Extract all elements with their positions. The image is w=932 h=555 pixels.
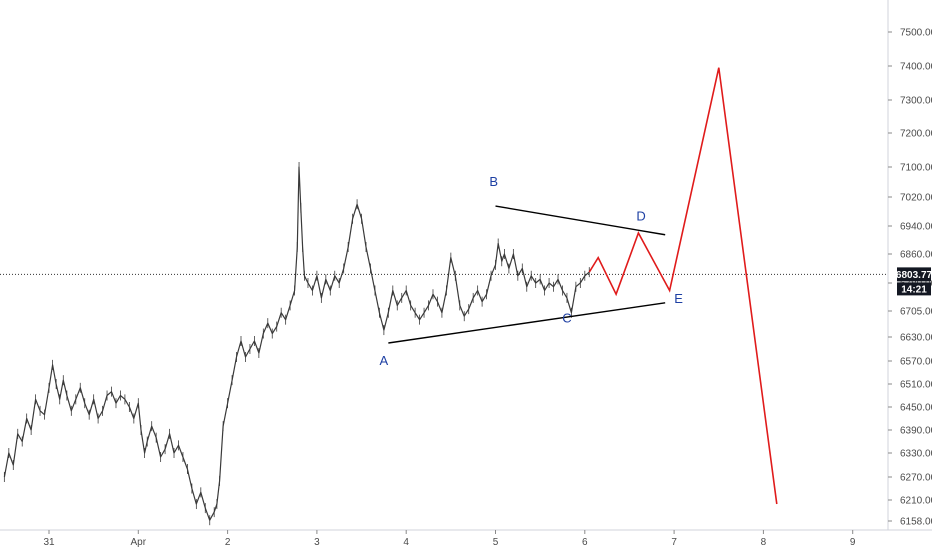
y-tick-label: 7200.00 — [900, 129, 932, 140]
y-tick-label: 6390.00 — [900, 426, 932, 437]
y-tick-label: 6570.00 — [900, 357, 932, 368]
x-tick-label: 3 — [314, 537, 320, 548]
y-tick-label: 6158.00 — [900, 517, 932, 528]
y-tick-label: 6270.00 — [900, 473, 932, 484]
y-tick-label: 7300.00 — [900, 96, 932, 107]
y-tick-label: 6630.00 — [900, 333, 932, 344]
y-tick-label: 7400.00 — [900, 62, 932, 73]
x-tick-label: 2 — [225, 537, 231, 548]
current-price-label: 6803.77 — [896, 270, 932, 281]
projection-path — [588, 67, 778, 505]
x-tick-label: 31 — [43, 537, 55, 548]
y-tick-label: 6450.00 — [900, 403, 932, 414]
x-tick-label: 7 — [671, 537, 677, 548]
y-tick-label: 6705.00 — [900, 307, 932, 318]
countdown-label: 14:21 — [901, 284, 927, 295]
countdown-tag — [897, 282, 931, 296]
price-series — [3, 166, 590, 521]
x-tick-label: 9 — [850, 537, 856, 548]
x-tick-label: 8 — [761, 537, 767, 548]
wave-label-e: E — [674, 291, 683, 306]
wave-label-b: B — [489, 174, 498, 189]
wave-label-a: A — [380, 353, 389, 368]
x-tick-label: Apr — [131, 537, 147, 548]
y-tick-label: 7020.00 — [900, 193, 932, 204]
x-tick-label: 4 — [403, 537, 409, 548]
y-tick-label: 7500.00 — [900, 28, 932, 39]
upper-trendline — [495, 205, 666, 236]
x-tick-label: 5 — [493, 537, 499, 548]
y-tick-label: 7100.00 — [900, 163, 932, 174]
current-price-tag — [897, 267, 931, 282]
y-tick-label: 6510.00 — [900, 380, 932, 391]
y-tick-label: 6210.00 — [900, 496, 932, 507]
wave-label-d: D — [636, 209, 645, 224]
x-tick-label: 6 — [582, 537, 588, 548]
lower-trendline — [388, 302, 666, 344]
y-tick-label: 6940.00 — [900, 222, 932, 233]
wave-label-c: C — [562, 310, 571, 325]
y-tick-label: 6860.00 — [900, 250, 932, 261]
y-tick-label: 6330.00 — [900, 449, 932, 460]
